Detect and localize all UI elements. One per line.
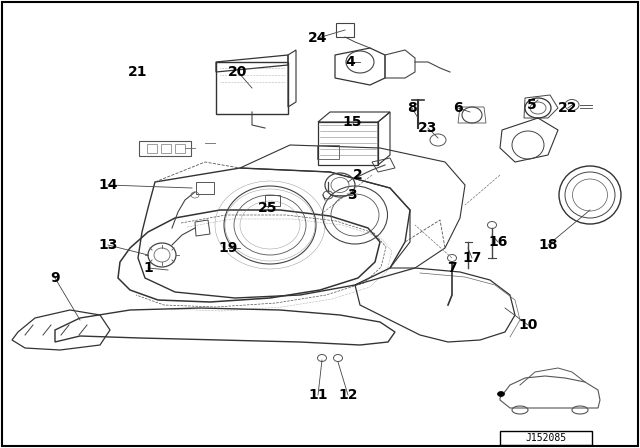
Text: J152085: J152085 [525,433,566,443]
Text: 19: 19 [218,241,237,255]
Bar [139,141,191,155]
Text: 6: 6 [453,101,463,115]
Bar [317,145,339,159]
Text: 16: 16 [488,235,508,249]
Text: 12: 12 [339,388,358,402]
Text: 3: 3 [347,188,357,202]
Text: 2: 2 [353,168,363,182]
Text: 20: 20 [228,65,248,79]
Bar [264,194,280,206]
Text: 9: 9 [50,271,60,285]
Text: 23: 23 [419,121,438,135]
Text: 25: 25 [259,201,278,215]
Bar [161,143,171,152]
Text: 22: 22 [558,101,578,115]
Text: 7: 7 [447,261,457,275]
Text: 15: 15 [342,115,362,129]
Text: 4: 4 [345,55,355,69]
Bar [216,62,288,114]
Text: 17: 17 [462,251,482,265]
Text: 5: 5 [527,98,537,112]
Text: 14: 14 [99,178,118,192]
Text: 10: 10 [518,318,538,332]
Text: 11: 11 [308,388,328,402]
Text: 24: 24 [308,31,328,45]
Text: 1: 1 [143,261,153,275]
Bar [196,182,214,194]
Bar [147,143,157,152]
Text: 13: 13 [99,238,118,252]
Bar [336,23,354,37]
Text: 21: 21 [128,65,148,79]
Text: 8: 8 [407,101,417,115]
Bar [500,431,592,445]
Ellipse shape [497,392,504,396]
Bar [175,143,185,152]
Text: 18: 18 [538,238,557,252]
